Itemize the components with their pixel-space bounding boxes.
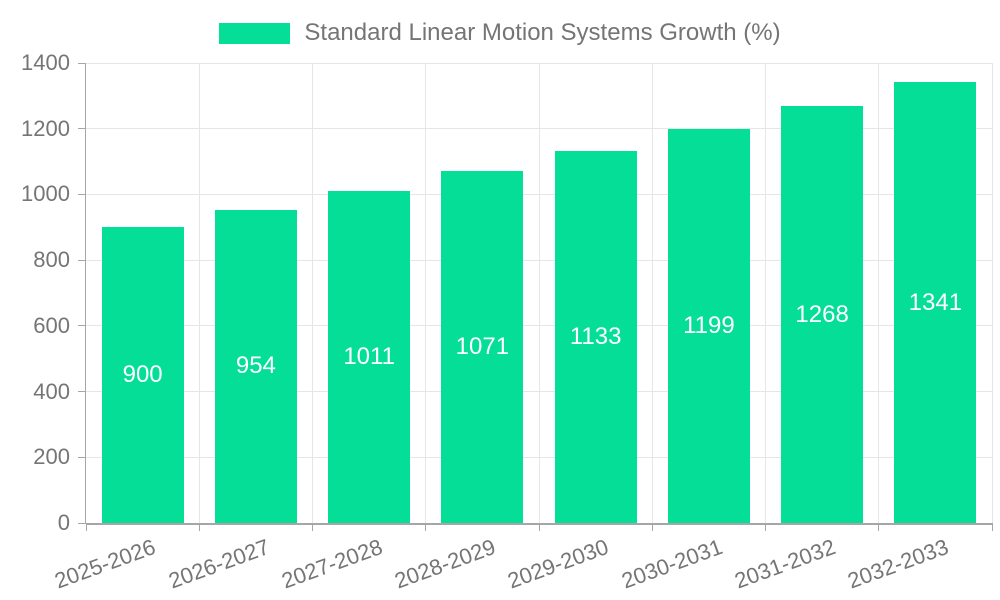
x-axis-tick xyxy=(85,523,87,531)
bar-value-label: 1199 xyxy=(683,312,735,340)
y-axis-tick xyxy=(78,325,86,327)
x-axis-tick-label: 2031-2032 xyxy=(731,534,839,594)
bar xyxy=(554,150,637,523)
x-gridline xyxy=(538,63,540,523)
bar-value-label: 1133 xyxy=(569,322,622,350)
bar xyxy=(781,106,864,523)
bar xyxy=(894,82,977,523)
x-axis-tick xyxy=(878,523,880,531)
x-gridline xyxy=(878,63,880,523)
x-axis-tick xyxy=(198,523,200,531)
x-axis-tick-label: 2029-2030 xyxy=(504,534,613,594)
y-axis-tick-label: 400 xyxy=(33,378,70,404)
y-axis-tick-label: 0 xyxy=(57,510,70,535)
x-axis-tick xyxy=(651,523,653,531)
bar-value-label: 1011 xyxy=(343,342,395,370)
y-axis-tick xyxy=(78,456,86,458)
x-gridline xyxy=(991,63,993,523)
y-axis-tick xyxy=(78,259,86,261)
x-axis-tick-label: 2030-2031 xyxy=(618,534,726,594)
bar xyxy=(214,209,297,523)
x-gridline xyxy=(651,63,653,523)
bar xyxy=(328,190,411,523)
y-axis-line xyxy=(85,63,86,524)
y-axis-tick xyxy=(78,522,86,524)
x-axis-tick-label: 2027-2028 xyxy=(278,534,386,594)
x-axis-tick xyxy=(991,523,993,531)
y-axis-tick-label: 1400 xyxy=(21,50,70,75)
y-axis-tick-label: 600 xyxy=(33,312,70,338)
x-axis-tick xyxy=(312,523,313,531)
x-gridline xyxy=(425,63,427,523)
y-axis-tick-label: 1200 xyxy=(21,115,70,141)
x-axis-tick-label: 2026-2027 xyxy=(165,534,273,594)
x-axis-tick-label: 2028-2029 xyxy=(391,534,499,594)
x-axis-tick-label: 2032-2033 xyxy=(844,534,952,594)
y-axis-tick xyxy=(78,128,86,130)
x-axis-line xyxy=(86,523,992,525)
y-axis-tick-label: 1000 xyxy=(21,181,70,207)
legend-swatch xyxy=(219,22,291,44)
chart-legend[interactable]: Standard Linear Motion Systems Growth (%… xyxy=(0,16,1000,50)
y-axis-tick xyxy=(78,391,86,393)
bar xyxy=(101,227,184,523)
bar-value-label: 954 xyxy=(235,352,276,380)
y-axis-tick-label: 200 xyxy=(33,444,70,470)
bar-value-label: 1341 xyxy=(908,288,963,316)
x-axis-tick-label: 2025-2026 xyxy=(51,534,160,594)
y-axis-tick xyxy=(78,62,86,64)
x-axis-tick xyxy=(538,523,540,531)
bar-value-label: 1268 xyxy=(795,300,849,328)
x-gridline xyxy=(198,63,200,523)
x-axis-tick xyxy=(765,523,766,531)
x-axis-tick xyxy=(425,523,427,531)
legend-label: Standard Linear Motion Systems Growth (%… xyxy=(304,19,781,46)
bar-value-label: 1071 xyxy=(455,333,510,361)
y-axis-tick xyxy=(78,193,86,195)
x-gridline xyxy=(312,63,313,523)
x-gridline xyxy=(765,63,766,523)
bar-value-label: 900 xyxy=(122,361,163,389)
y-axis-tick-label: 800 xyxy=(33,247,70,273)
bar xyxy=(667,129,750,523)
bar xyxy=(441,171,524,523)
